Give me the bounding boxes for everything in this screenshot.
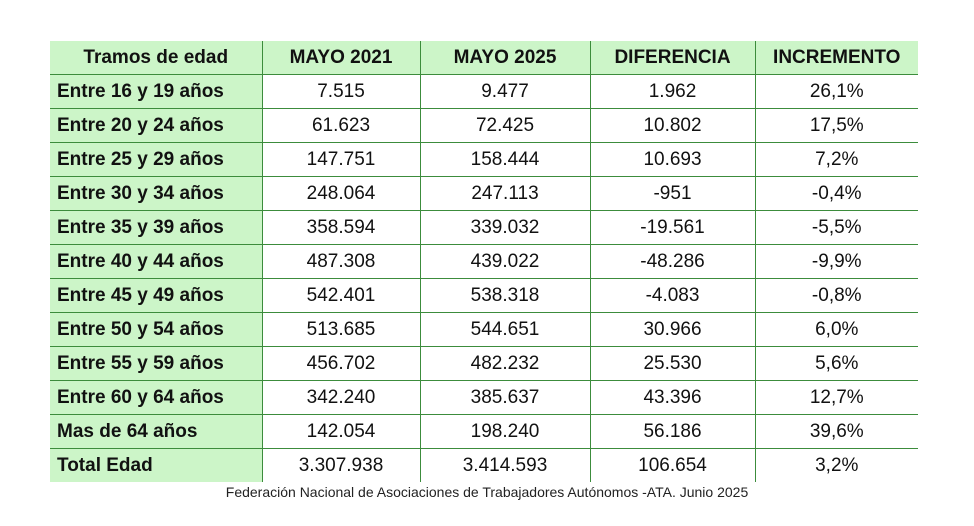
column-header: Tramos de edad: [50, 41, 262, 75]
table-cell: 1.962: [589, 74, 755, 109]
row-label: Entre 55 y 59 años: [50, 346, 262, 381]
table-cell: 25.530: [589, 346, 755, 381]
table-cell: 26,1%: [754, 74, 918, 109]
row-label: Total Edad: [50, 448, 262, 482]
table-cell: 339.032: [419, 210, 590, 245]
table-cell: 3.414.593: [419, 448, 590, 482]
table-cell: 358.594: [261, 210, 420, 245]
table-cell: 39,6%: [754, 414, 918, 449]
table-row: Entre 20 y 24 años 61.623 72.425 10.802 17,5…: [50, 108, 918, 143]
table-cell: 3,2%: [754, 448, 918, 482]
table-cell: -48.286: [589, 244, 755, 279]
table-cell: 3.307.938: [261, 448, 420, 482]
table-cell: 544.651: [419, 312, 590, 347]
table-row: Entre 35 y 39 años 358.594 339.032 -19.561-…: [50, 210, 918, 245]
row-label: Entre 60 y 64 años: [50, 380, 262, 415]
table-cell: 56.186: [589, 414, 755, 449]
table-cell: 61.623: [261, 108, 420, 143]
table-cell: 30.966: [589, 312, 755, 347]
row-label: Mas de 64 años: [50, 414, 262, 449]
table-cell: 385.637: [419, 380, 590, 415]
row-label: Entre 25 y 29 años: [50, 142, 262, 177]
table-row: Entre 60 y 64 años 342.240 385.637 43.396 12…: [50, 380, 918, 415]
table-cell: 248.064: [261, 176, 420, 211]
table-cell: 487.308: [261, 244, 420, 279]
source-caption: Federación Nacional de Asociaciones de T…: [225, 484, 749, 500]
row-label: Entre 35 y 39 años: [50, 210, 262, 245]
table-cell: 142.054: [261, 414, 420, 449]
table-cell: 106.654: [589, 448, 755, 482]
table-cell: -19.561: [589, 210, 755, 245]
table-cell: 198.240: [419, 414, 590, 449]
table-cell: 17,5%: [754, 108, 918, 143]
table-cell: 10.802: [589, 108, 755, 143]
table-cell: 72.425: [419, 108, 590, 143]
table-cell: 456.702: [261, 346, 420, 381]
table-cell: 5,6%: [754, 346, 918, 381]
row-label: Entre 50 y 54 años: [50, 312, 262, 347]
table-cell: 342.240: [261, 380, 420, 415]
table-row: Entre 50 y 54 años 513.685 544.651 30.966 6,…: [50, 312, 918, 347]
table-cell: -4.083: [589, 278, 755, 313]
header-row: Tramos de edad MAYO 2021 MAYO 2025 DIFERENC…: [50, 41, 918, 75]
table-cell: -0,4%: [754, 176, 918, 211]
table-row: Mas de 64 años 142.054 198.240 56.186 39,6%: [50, 414, 918, 449]
row-label: Entre 30 y 34 años: [50, 176, 262, 211]
row-label: Entre 20 y 24 años: [50, 108, 262, 143]
table-cell: 10.693: [589, 142, 755, 177]
table-cell: 7,2%: [754, 142, 918, 177]
table-cell: 6,0%: [754, 312, 918, 347]
table-cell: 482.232: [419, 346, 590, 381]
table-row: Entre 30 y 34 años 248.064 247.113 -951 -0,4…: [50, 176, 918, 211]
table-cell: 43.396: [589, 380, 755, 415]
table-row: Total Edad 3.307.938 3.414.593 106.654 3,2%: [50, 448, 918, 482]
table-cell: 7.515: [261, 74, 420, 109]
table-cell: -9,9%: [754, 244, 918, 279]
column-header: DIFERENCIA: [589, 41, 755, 75]
table-cell: -5,5%: [754, 210, 918, 245]
row-label: Entre 16 y 19 años: [50, 74, 262, 109]
table-row: Entre 55 y 59 años 456.702 482.232 25.530 5,…: [50, 346, 918, 381]
column-header: INCREMENTO: [754, 41, 918, 75]
table-cell: 12,7%: [754, 380, 918, 415]
row-label: Entre 40 y 44 años: [50, 244, 262, 279]
table-cell: -0,8%: [754, 278, 918, 313]
table-row: Entre 45 y 49 años 542.401 538.318 -4.083 -0…: [50, 278, 918, 313]
table-cell: 542.401: [261, 278, 420, 313]
table-cell: 247.113: [419, 176, 590, 211]
table-cell: 147.751: [261, 142, 420, 177]
table-cell: 538.318: [419, 278, 590, 313]
age-range-table: Tramos de edad MAYO 2021 MAYO 2025 DIFERENC…: [50, 41, 918, 482]
table-cell: 158.444: [419, 142, 590, 177]
column-header: MAYO 2021: [261, 41, 420, 75]
table-row: Entre 40 y 44 años 487.308 439.022 -48.286-…: [50, 244, 918, 279]
row-label: Entre 45 y 49 años: [50, 278, 262, 313]
column-header: MAYO 2025: [419, 41, 590, 75]
table-row: Entre 25 y 29 años 147.751 158.444 10.693 7,…: [50, 142, 918, 177]
table-cell: 9.477: [419, 74, 590, 109]
table-row: Entre 16 y 19 años 7.515 9.477 1.962 26,1%: [50, 74, 918, 109]
table-cell: 513.685: [261, 312, 420, 347]
table-cell: 439.022: [419, 244, 590, 279]
table-cell: -951: [589, 176, 755, 211]
